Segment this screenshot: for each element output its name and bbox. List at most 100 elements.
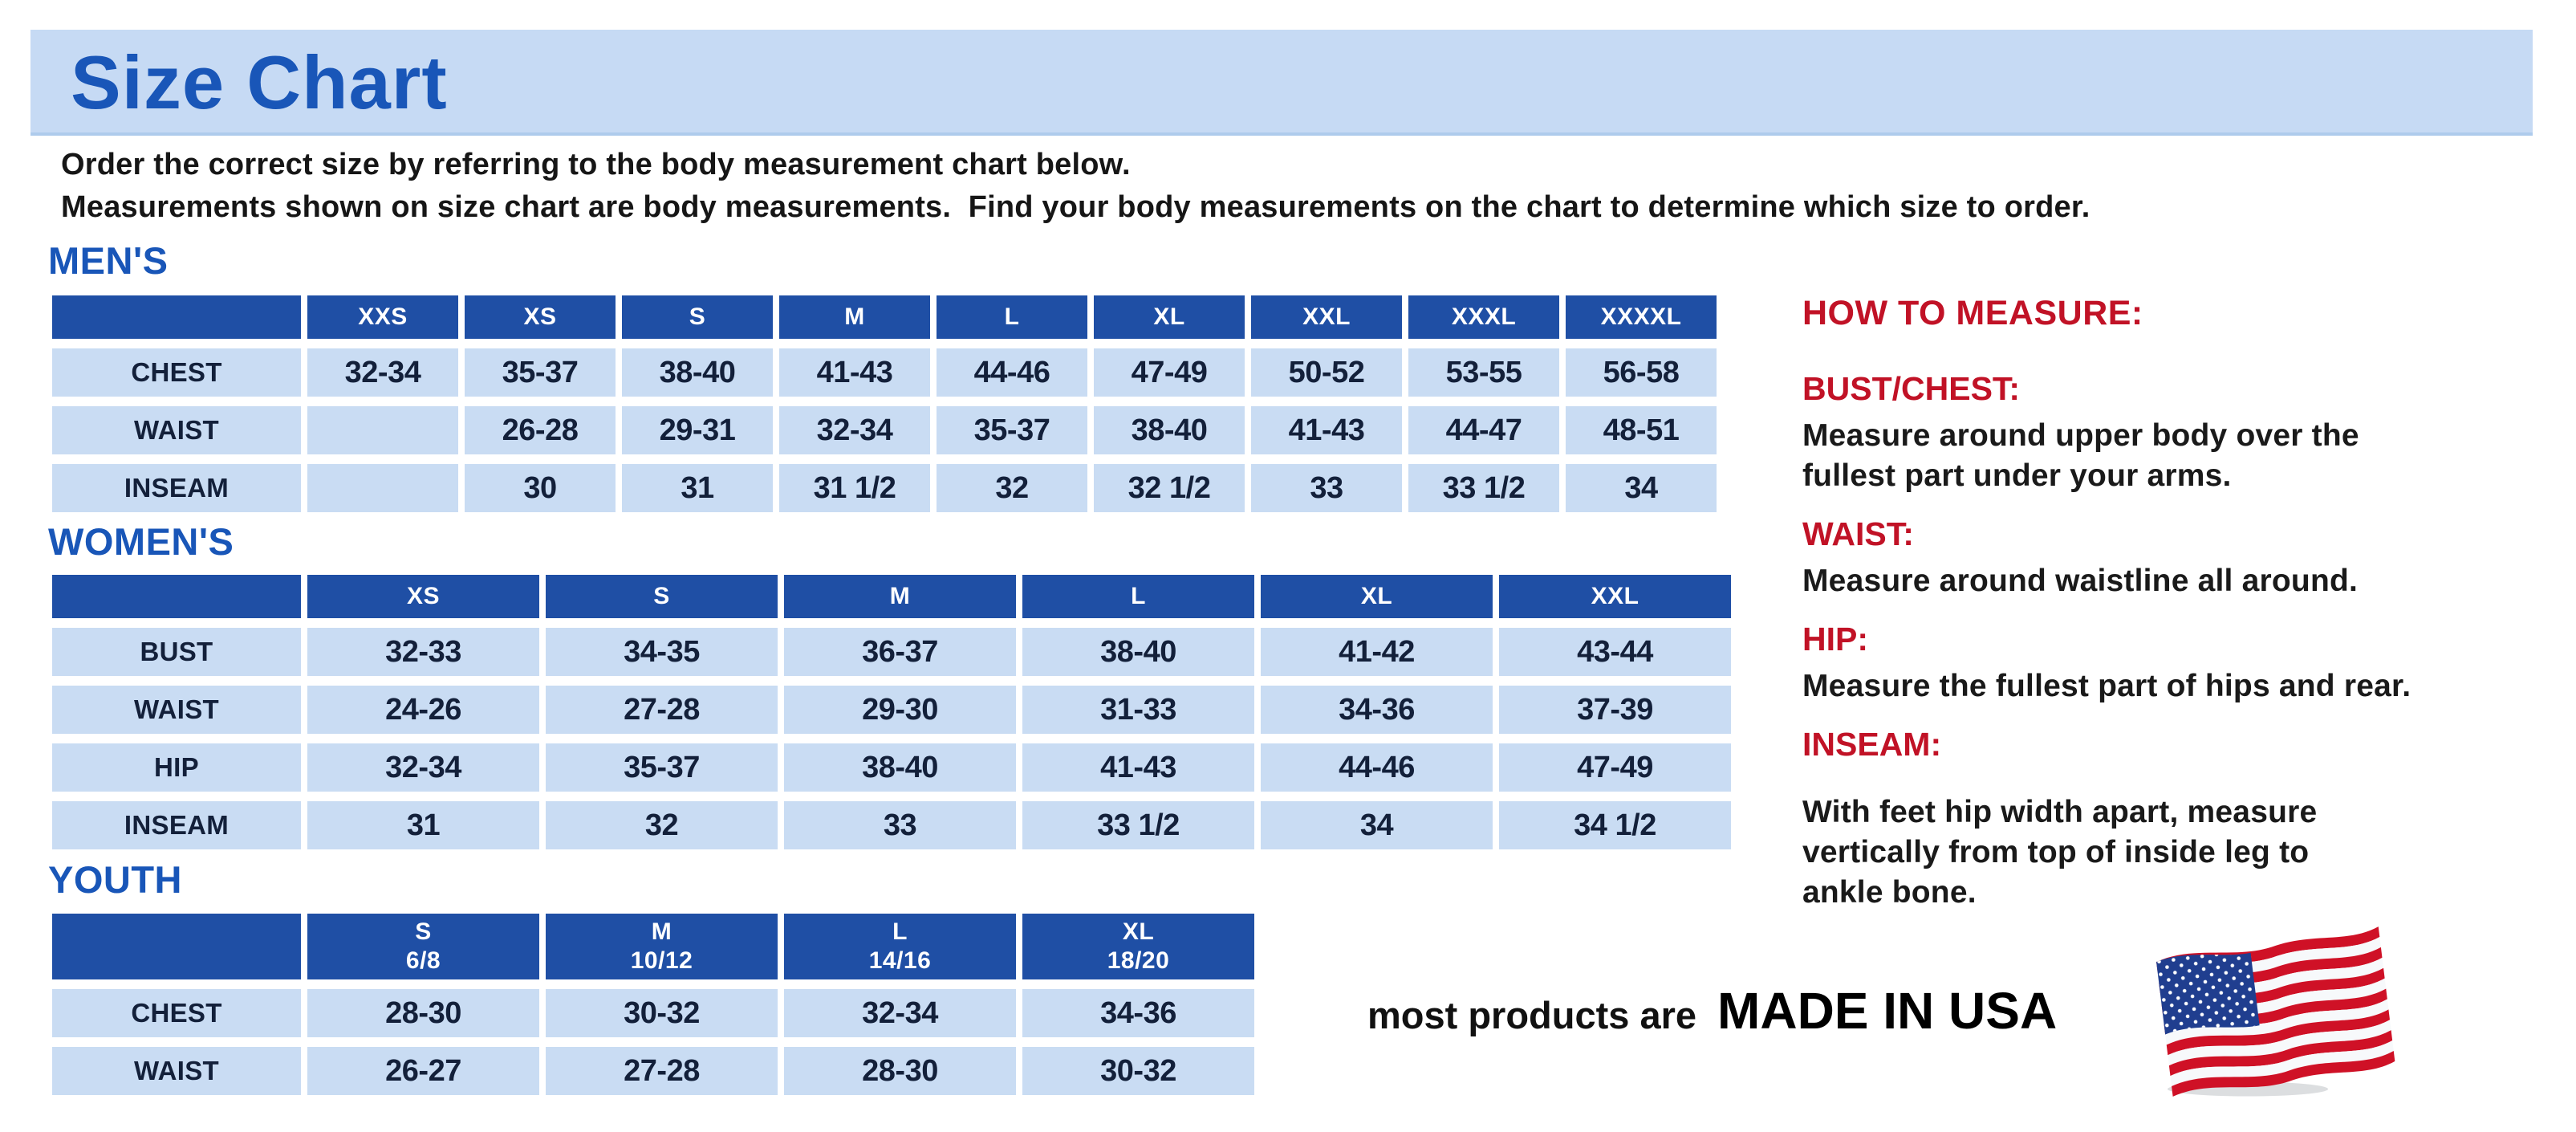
section-heading-mens: MEN'S xyxy=(48,239,169,282)
table-row: INSEAM 30 31 31 1/2 32 32 1/2 33 33 1/2 … xyxy=(52,464,1717,512)
mens-col-header: XXXL xyxy=(1408,295,1559,339)
womens-size-value: 41-43 xyxy=(1022,743,1254,792)
table-row: WAIST 24-26 27-28 29-30 31-33 34-36 37-3… xyxy=(52,686,1731,734)
measure-label-bust-chest: BUST/CHEST: xyxy=(1802,370,2021,407)
how-to-measure-panel: HOW TO MEASURE: BUST/CHEST: Measure arou… xyxy=(1802,294,2573,932)
how-to-measure-heading: HOW TO MEASURE: xyxy=(1802,294,2143,332)
mens-size-table: XXS XS S M L XL XXL XXXL XXXXL CHEST 32-… xyxy=(46,286,1723,522)
womens-size-value: 32-34 xyxy=(307,743,539,792)
mens-size-value: 44-46 xyxy=(937,348,1087,397)
measure-text-line: Measure the fullest part of hips and rea… xyxy=(1802,669,2411,703)
mens-size-value: 32 xyxy=(937,464,1087,512)
youth-size-label: XL xyxy=(1122,918,1155,945)
womens-size-value: 35-37 xyxy=(546,743,778,792)
womens-size-value: 36-37 xyxy=(784,628,1016,676)
womens-row-label: HIP xyxy=(52,743,301,792)
womens-size-value: 47-49 xyxy=(1499,743,1731,792)
mens-size-value: 31 1/2 xyxy=(779,464,930,512)
table-row: CHEST 32-34 35-37 38-40 41-43 44-46 47-4… xyxy=(52,348,1717,397)
womens-size-value: 24-26 xyxy=(307,686,539,734)
womens-row-label: WAIST xyxy=(52,686,301,734)
youth-size-value: 34-36 xyxy=(1022,989,1254,1037)
mens-row-label: CHEST xyxy=(52,348,301,397)
youth-corner-cell xyxy=(52,914,301,979)
womens-size-value: 32 xyxy=(546,801,778,849)
youth-row-label: CHEST xyxy=(52,989,301,1037)
mens-col-header: XXL xyxy=(1251,295,1402,339)
womens-size-value: 29-30 xyxy=(784,686,1016,734)
made-in-usa-text: MADE IN USA xyxy=(1717,982,2058,1040)
womens-size-value: 32-33 xyxy=(307,628,539,676)
womens-size-value: 34 xyxy=(1261,801,1493,849)
mens-size-value: 35-37 xyxy=(465,348,616,397)
measure-text-line: vertically from top of inside leg to xyxy=(1802,835,2310,869)
mens-size-value: 31 xyxy=(622,464,773,512)
mens-size-value: 34 xyxy=(1566,464,1717,512)
measure-text-line: Measure around waistline all around. xyxy=(1802,564,2359,598)
measure-text-line: With feet hip width apart, measure xyxy=(1802,795,2318,829)
intro-line-1: Order the correct size by referring to t… xyxy=(61,148,1131,181)
womens-size-table: XS S M L XL XXL BUST 32-33 34-35 36-37 3… xyxy=(46,565,1737,859)
measure-text-line: fullest part under your arms. xyxy=(1802,458,2232,493)
made-in-usa-prefix: most products are xyxy=(1367,994,1697,1036)
womens-size-value: 31 xyxy=(307,801,539,849)
mens-size-value: 32 1/2 xyxy=(1094,464,1245,512)
mens-size-value: 44-47 xyxy=(1408,406,1559,454)
youth-size-range: 18/20 xyxy=(1107,947,1170,974)
measure-label-inseam: INSEAM: xyxy=(1802,726,1942,763)
table-row: BUST 32-33 34-35 36-37 38-40 41-42 43-44 xyxy=(52,628,1731,676)
mens-size-value: 53-55 xyxy=(1408,348,1559,397)
womens-size-value: 43-44 xyxy=(1499,628,1731,676)
mens-size-value: 41-43 xyxy=(779,348,930,397)
youth-size-range: 6/8 xyxy=(405,947,441,974)
made-in-usa-statement: most products are MADE IN USA xyxy=(1367,981,2057,1040)
table-row: INSEAM 31 32 33 33 1/2 34 34 1/2 xyxy=(52,801,1731,849)
mens-col-header: M xyxy=(779,295,930,339)
womens-row-label: INSEAM xyxy=(52,801,301,849)
youth-size-table: S 6/8 M 10/12 L 14/16 XL 18/20 CHEST 28-… xyxy=(46,904,1261,1105)
table-row: CHEST 28-30 30-32 32-34 34-36 xyxy=(52,989,1254,1037)
mens-col-header: S xyxy=(622,295,773,339)
youth-size-label: M xyxy=(651,918,672,945)
mens-size-value: 48-51 xyxy=(1566,406,1717,454)
youth-size-value: 27-28 xyxy=(546,1047,778,1095)
measure-text-waist: Measure around waistline all around. xyxy=(1802,561,2573,601)
mens-size-value: 38-40 xyxy=(622,348,773,397)
mens-size-value: 32-34 xyxy=(307,348,458,397)
measure-label-hip: HIP: xyxy=(1802,621,1868,658)
intro-line-2: Measurements shown on size chart are bod… xyxy=(61,190,2090,224)
womens-size-value: 34-36 xyxy=(1261,686,1493,734)
mens-size-value: 50-52 xyxy=(1251,348,1402,397)
youth-row-label: WAIST xyxy=(52,1047,301,1095)
womens-row-label: BUST xyxy=(52,628,301,676)
mens-col-header: XL xyxy=(1094,295,1245,339)
mens-size-value: 26-28 xyxy=(465,406,616,454)
mens-size-value: 38-40 xyxy=(1094,406,1245,454)
youth-size-value: 26-27 xyxy=(307,1047,539,1095)
measure-text-inseam: With feet hip width apart, measure verti… xyxy=(1802,792,2573,913)
mens-col-header: L xyxy=(937,295,1087,339)
womens-corner-cell xyxy=(52,575,301,618)
youth-size-value: 30-32 xyxy=(546,989,778,1037)
mens-size-value: 33 xyxy=(1251,464,1402,512)
youth-col-header: M 10/12 xyxy=(546,914,778,979)
womens-size-value: 33 1/2 xyxy=(1022,801,1254,849)
womens-col-header: S xyxy=(546,575,778,618)
womens-size-value: 37-39 xyxy=(1499,686,1731,734)
mens-size-value: 35-37 xyxy=(937,406,1087,454)
mens-size-value: 41-43 xyxy=(1251,406,1402,454)
womens-size-value: 44-46 xyxy=(1261,743,1493,792)
measure-text-bust-chest: Measure around upper body over the fulle… xyxy=(1802,416,2573,496)
womens-size-value: 41-42 xyxy=(1261,628,1493,676)
mens-size-value xyxy=(307,406,458,454)
womens-col-header: XXL xyxy=(1499,575,1731,618)
youth-size-value: 32-34 xyxy=(784,989,1016,1037)
womens-col-header: XL xyxy=(1261,575,1493,618)
womens-col-header: XS xyxy=(307,575,539,618)
womens-col-header: L xyxy=(1022,575,1254,618)
measure-text-line: Measure around upper body over the xyxy=(1802,418,2359,453)
youth-size-value: 30-32 xyxy=(1022,1047,1254,1095)
measure-label-waist: WAIST: xyxy=(1802,515,1914,552)
table-row: WAIST 26-28 29-31 32-34 35-37 38-40 41-4… xyxy=(52,406,1717,454)
